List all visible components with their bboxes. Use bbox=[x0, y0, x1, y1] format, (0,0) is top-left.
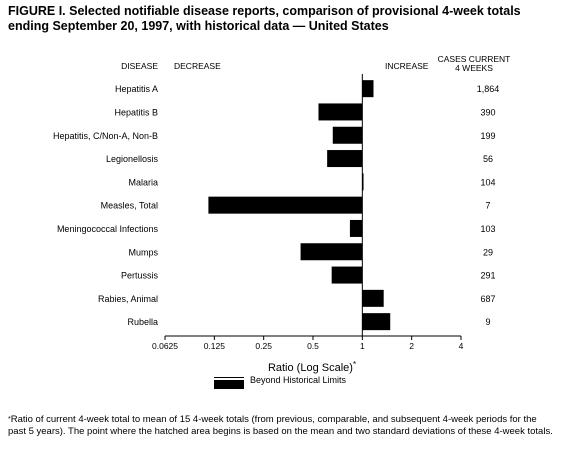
x-tick-label: 0.125 bbox=[204, 341, 226, 351]
header-cases-line1: CASES CURRENT bbox=[438, 54, 511, 64]
cases-value: 7 bbox=[485, 201, 490, 211]
bar bbox=[318, 103, 363, 121]
bar bbox=[327, 150, 363, 168]
footnote-mark: * bbox=[8, 416, 11, 423]
x-tick-label: 0.25 bbox=[255, 341, 272, 351]
x-axis-label-text: Ratio (Log Scale) bbox=[268, 362, 353, 374]
header-disease: DISEASE bbox=[121, 61, 158, 71]
bar-chart: DISEASE DECREASE INCREASE CASES CURRENT … bbox=[53, 54, 511, 374]
category-label: Rubella bbox=[127, 317, 158, 327]
header-decrease: DECREASE bbox=[174, 61, 221, 71]
bar bbox=[332, 126, 363, 144]
bar bbox=[362, 313, 391, 331]
x-tick-label: 1 bbox=[360, 341, 365, 351]
x-axis-label-mark: * bbox=[353, 360, 356, 369]
cases-value: 390 bbox=[480, 107, 495, 117]
bar bbox=[362, 80, 374, 98]
legend-label: Beyond Historical Limits bbox=[250, 375, 347, 385]
category-label: Mumps bbox=[128, 247, 158, 257]
x-tick-label: 4 bbox=[459, 341, 464, 351]
bar bbox=[362, 173, 364, 191]
bar bbox=[362, 289, 384, 307]
x-tick-label: 2 bbox=[409, 341, 414, 351]
footnote-text: Ratio of current 4-week total to mean of… bbox=[8, 414, 553, 437]
x-axis-label: Ratio (Log Scale)* bbox=[268, 360, 356, 374]
category-label: Measles, Total bbox=[101, 201, 158, 211]
category-label: Hepatitis, C/Non-A, Non-B bbox=[53, 131, 158, 141]
header-increase: INCREASE bbox=[385, 61, 429, 71]
category-label: Pertussis bbox=[121, 271, 159, 281]
bar bbox=[208, 196, 363, 214]
x-tick-label: 0.0625 bbox=[152, 341, 178, 351]
cases-value: 104 bbox=[480, 177, 495, 187]
figure-title: FIGURE I. Selected notifiable disease re… bbox=[8, 4, 521, 33]
x-tick-label: 0.5 bbox=[307, 341, 319, 351]
cases-value: 291 bbox=[480, 271, 495, 281]
bar bbox=[331, 266, 363, 284]
bar bbox=[349, 219, 363, 237]
cases-value: 1,864 bbox=[477, 84, 500, 94]
cases-value: 29 bbox=[483, 247, 493, 257]
cases-value: 103 bbox=[480, 224, 495, 234]
cases-value: 9 bbox=[485, 317, 490, 327]
category-label: Meningococcal Infections bbox=[57, 224, 159, 234]
category-label: Rabies, Animal bbox=[98, 294, 158, 304]
cases-value: 199 bbox=[480, 131, 495, 141]
category-label: Malaria bbox=[128, 177, 158, 187]
category-label: Legionellosis bbox=[106, 154, 159, 164]
footnote: *Ratio of current 4-week total to mean o… bbox=[8, 414, 556, 437]
cases-value: 687 bbox=[480, 294, 495, 304]
legend-swatch bbox=[214, 378, 244, 389]
category-label: Hepatitis A bbox=[115, 84, 158, 94]
bar bbox=[300, 243, 363, 261]
cases-value: 56 bbox=[483, 154, 493, 164]
header-cases-line2: 4 WEEKS bbox=[455, 63, 493, 73]
category-label: Hepatitis B bbox=[114, 107, 158, 117]
